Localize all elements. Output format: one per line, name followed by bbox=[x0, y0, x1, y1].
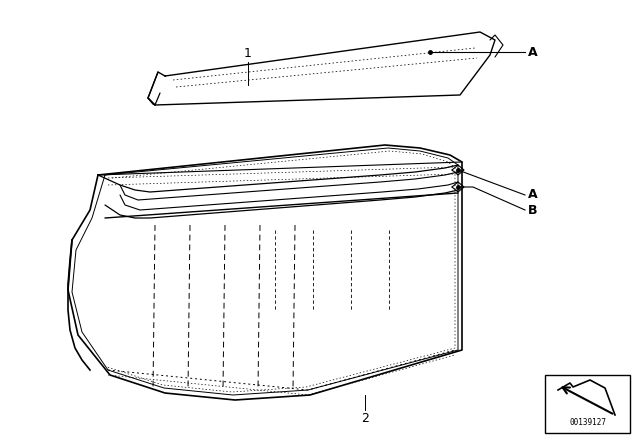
Bar bbox=[545, 375, 630, 433]
Text: A: A bbox=[528, 46, 538, 59]
Text: 00139127: 00139127 bbox=[569, 418, 606, 427]
Text: A: A bbox=[528, 189, 538, 202]
Text: 2: 2 bbox=[361, 412, 369, 425]
Text: B: B bbox=[528, 203, 538, 216]
Text: 1: 1 bbox=[244, 47, 252, 60]
